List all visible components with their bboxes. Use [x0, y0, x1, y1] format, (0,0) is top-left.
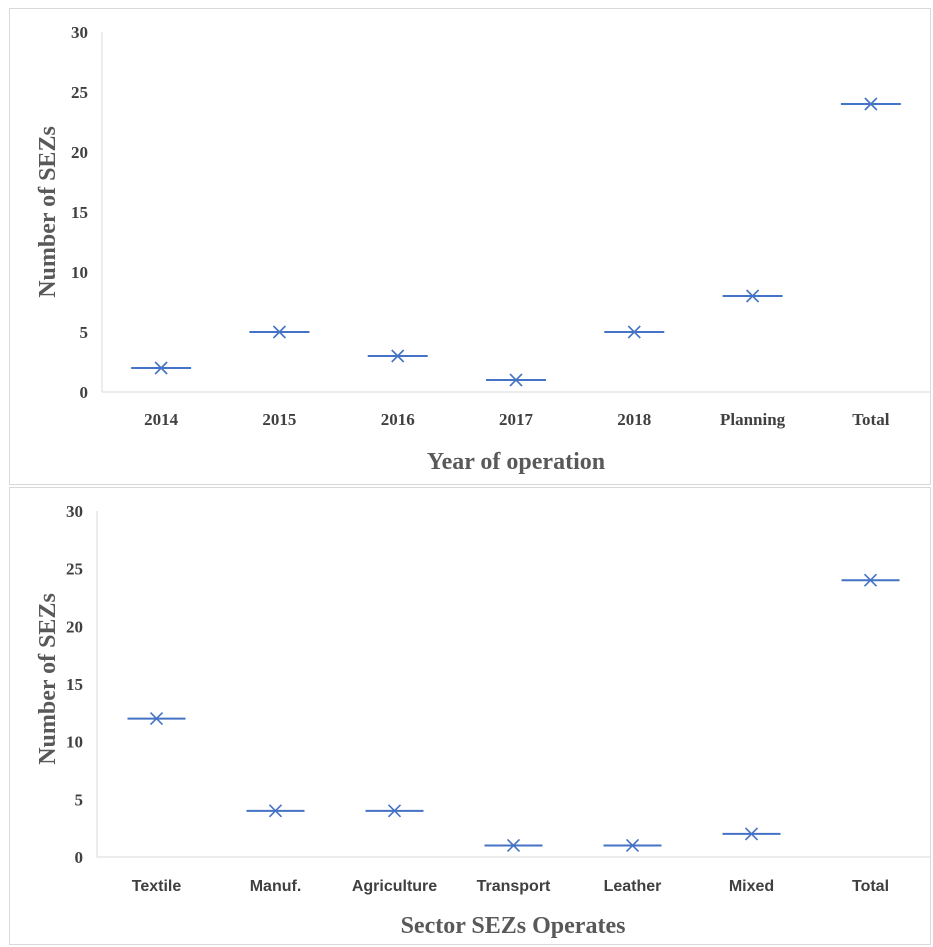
x-tick-label: 2014 — [144, 410, 179, 429]
x-axis-title: Sector SEZs Operates — [401, 913, 626, 939]
y-tick-label: 0 — [75, 848, 84, 867]
data-point-agriculture — [365, 804, 424, 818]
x-axis-title: Year of operation — [427, 449, 605, 475]
x-tick-label: Total — [852, 410, 889, 429]
x-tick-label: Planning — [720, 410, 786, 429]
y-tick-label: 25 — [66, 560, 83, 579]
data-point-leather — [603, 838, 662, 853]
chart-panel-year: 0 5 10 15 20 25 30 2014 2015 2016 2017 2018 Planning… — [9, 8, 931, 485]
x-tick-label: Leather — [604, 878, 662, 895]
x-tick-label: 2016 — [381, 410, 415, 429]
data-point-textile — [127, 712, 186, 726]
y-tick-label: 20 — [71, 143, 88, 162]
y-axis-title: Number of SEZs — [35, 593, 61, 765]
y-tick-label: 5 — [80, 323, 89, 342]
x-tick-label: Mixed — [729, 878, 774, 895]
x-tick-label: 2015 — [262, 410, 296, 429]
y-tick-label: 0 — [80, 383, 89, 402]
y-tick-label: 30 — [66, 502, 83, 521]
data-point-transport — [484, 838, 543, 853]
y-tick-label: 15 — [71, 203, 88, 222]
data-point-2014 — [131, 361, 192, 375]
y-tick-label: 5 — [75, 790, 84, 809]
y-axis-title: Number of SEZs — [35, 126, 61, 298]
x-tick-label: Total — [852, 878, 889, 895]
data-point-total — [840, 97, 901, 111]
chart-sector-sezs-operates: 0 5 10 15 20 25 30 Textile Manuf. Agriculture Tran… — [35, 502, 930, 939]
x-tick-label: Transport — [477, 878, 551, 895]
y-tick-label: 10 — [71, 263, 88, 282]
data-point-2017 — [486, 373, 546, 387]
y-tick-label: 25 — [71, 83, 88, 102]
x-tick-label: Textile — [132, 878, 182, 895]
x-tick-label: Manuf. — [250, 878, 302, 895]
data-point-2015 — [249, 325, 310, 339]
chart-panel-sector: 0 5 10 15 20 25 30 Textile Manuf. Agriculture Tran… — [9, 487, 931, 945]
chart-year-of-operation: 0 5 10 15 20 25 30 2014 2015 2016 2017 2018 Planning… — [35, 23, 930, 475]
x-tick-label: 2017 — [499, 410, 534, 429]
data-point-manuf- — [246, 804, 305, 818]
x-tick-label: 2018 — [617, 410, 651, 429]
x-tick-label: Agriculture — [352, 878, 437, 895]
y-tick-label: 30 — [71, 23, 88, 42]
data-point-planning — [722, 289, 783, 303]
data-point-total — [841, 573, 900, 587]
data-point-2016 — [367, 349, 428, 363]
y-tick-label: 15 — [66, 675, 83, 694]
y-tick-label: 10 — [66, 733, 83, 752]
data-point-2018 — [604, 325, 665, 339]
y-tick-label: 20 — [66, 617, 83, 636]
data-point-mixed — [722, 827, 781, 841]
